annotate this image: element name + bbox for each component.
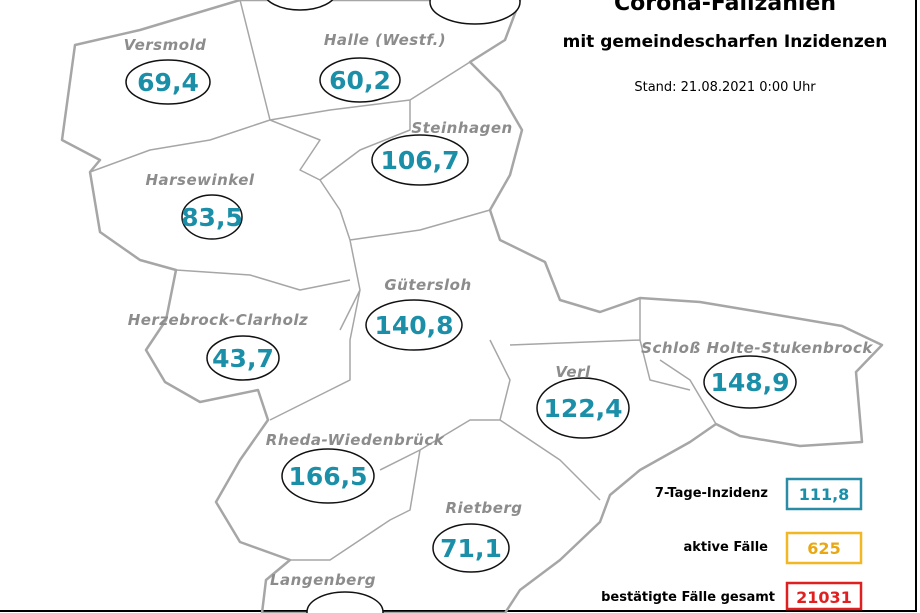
region-value: 106,7: [380, 146, 459, 175]
oval: [125, 59, 211, 105]
region-value: 60,2: [329, 66, 391, 95]
region: Schloß Holte-Stukenbrock 148,9: [641, 339, 873, 409]
region: Herzebrock-Clarholz 43,7: [128, 311, 309, 381]
oval: [206, 335, 280, 381]
oval: [536, 377, 630, 439]
oval: [365, 299, 463, 351]
legend-box: [785, 581, 863, 611]
region-value: 43,7: [212, 344, 274, 373]
county-outline: [60, 0, 884, 613]
region: Rheda-Wiedenbrück 166,5: [266, 431, 445, 504]
oval: [319, 57, 401, 103]
date: Stand: 21.08.2021 0:00 Uhr: [634, 80, 816, 95]
legend: 7-Tage-Inzidenz 111,8 aktive Fälle 625 b…: [601, 477, 863, 611]
region-name: Verl: [555, 363, 591, 381]
oval: [432, 523, 510, 573]
subtitle: mit gemeindescharfen Inzidenzen: [563, 32, 888, 52]
oval: [306, 591, 384, 613]
region: Halle (Westf.) 60,2: [319, 31, 446, 103]
region: Rietberg 71,1: [432, 499, 522, 573]
region: Gütersloh 140,8: [365, 276, 471, 351]
region: Harsewinkel 83,5: [145, 171, 254, 240]
region-value: 83,5: [181, 203, 243, 232]
legend-box: [785, 477, 863, 511]
oval: [281, 448, 375, 504]
region-name: Herzebrock-Clarholz: [128, 311, 309, 329]
legend-label: 7-Tage-Inzidenz: [655, 486, 768, 501]
region-name: Halle (Westf.): [324, 31, 446, 49]
legend-label: bestätigte Fälle gesamt: [601, 590, 775, 605]
legend-value: 625: [807, 539, 840, 558]
region-value: 166,5: [288, 462, 367, 491]
region-value: 148,9: [710, 368, 789, 397]
region-name: Gütersloh: [384, 276, 471, 294]
region-name: Steinhagen: [411, 119, 512, 137]
oval: [703, 355, 797, 409]
legend-value: 21031: [796, 588, 852, 607]
legend-value: 111,8: [799, 485, 850, 504]
legend-label: aktive Fälle: [683, 540, 768, 555]
region-name: Langenberg: [270, 571, 376, 589]
region-value: 122,4: [543, 394, 622, 423]
title: Corona-Fallzahlen: [614, 0, 836, 16]
oval: [266, 0, 334, 11]
region-name: Rheda-Wiedenbrück: [266, 431, 445, 449]
region-value: 71,1: [440, 534, 502, 563]
region-value: 140,8: [374, 311, 453, 340]
oval: [429, 0, 521, 25]
region-name: Schloß Holte-Stukenbrock: [641, 339, 873, 357]
region: Steinhagen 106,7: [371, 119, 512, 186]
region-borders: [89, 0, 717, 561]
region: Versmold 69,4: [124, 36, 211, 105]
region-name: Rietberg: [445, 499, 522, 517]
region-value: 69,4: [137, 68, 199, 97]
oval: [181, 194, 243, 240]
region: Verl 122,4: [536, 363, 630, 439]
region-name: Versmold: [124, 36, 207, 54]
legend-box: [785, 531, 863, 565]
oval: [371, 134, 469, 186]
region-name: Harsewinkel: [145, 171, 254, 189]
